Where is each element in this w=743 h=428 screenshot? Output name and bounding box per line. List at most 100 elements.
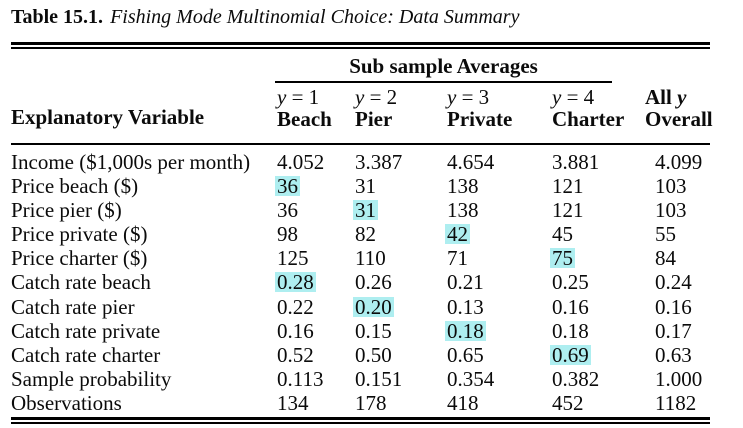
value: 31 [355, 174, 376, 199]
table-row: Observations 134 178 418 452 1182 [11, 391, 710, 415]
value: 0.24 [655, 270, 692, 295]
value-cell: 0.113 [277, 367, 355, 391]
value-cell: 1.000 [655, 367, 710, 391]
row-label: Price pier ($) [11, 198, 122, 223]
value: 71 [447, 246, 468, 271]
value: 0.63 [655, 342, 692, 367]
value-cell: 82 [355, 222, 447, 246]
value: 3.881 [552, 150, 600, 174]
column-header-charter: y = 4 Charter [552, 85, 655, 145]
value-cell: 0.16 [277, 319, 355, 343]
row-label: Sample probability [11, 366, 172, 391]
value: 110 [355, 246, 386, 271]
value-cell: 103 [655, 174, 710, 198]
value-cell: 0.25 [552, 270, 655, 294]
table-title: Table 15.1. Fishing Mode Multinomial Choi… [11, 5, 519, 29]
value: 452 [552, 390, 584, 415]
value: 0.17 [655, 318, 692, 343]
value-cell: 452 [552, 391, 655, 415]
column-header-beach: y = 1 Beach [277, 86, 355, 145]
value-cell: 3.881 [552, 144, 655, 174]
table-row: Catch rate beach 0.28 0.26 0.21 0.25 0.24 [11, 270, 710, 294]
value: 4.099 [655, 150, 703, 174]
column-name: Beach [277, 107, 332, 131]
value-cell: 0.50 [355, 343, 447, 367]
row-label: Catch rate charter [11, 342, 161, 367]
highlighted-value: 0.69 [550, 342, 591, 367]
table-row: Catch rate pier 0.22 0.20 0.13 0.16 0.16 [11, 295, 710, 319]
bottom-double-rule [11, 417, 710, 424]
value-cell: 84 [655, 246, 710, 270]
column-name: Private [447, 107, 513, 131]
value: 103 [655, 174, 687, 199]
value: 0.52 [277, 342, 314, 367]
value: 84 [655, 246, 676, 271]
spanner-header: Sub sample Averages [275, 55, 612, 83]
value: 82 [355, 222, 376, 247]
table-row: Income ($1,000s per month) 4.052 3.387 4.65… [11, 144, 710, 174]
data-table: Explanatory Variable y = 1 Beach y = 2 P… [11, 85, 713, 415]
value: 1182 [655, 390, 697, 415]
value: 45 [552, 222, 573, 247]
value: 418 [447, 390, 479, 415]
value: 3.387 [355, 150, 403, 174]
value: 0.26 [355, 270, 392, 295]
column-math-label: y = 4 [552, 85, 595, 109]
value-cell: 31 [355, 174, 447, 198]
value-cell: 4.654 [447, 144, 552, 174]
value: 0.25 [552, 270, 589, 295]
value: 0.382 [552, 366, 600, 391]
table-row: Price pier ($) 36 31 138 121 103 [11, 198, 710, 222]
column-math-label: All y [645, 85, 687, 109]
column-name: Charter [552, 107, 625, 131]
value: 1.000 [655, 366, 703, 391]
table-figure: Table 15.1. Fishing Mode Multinomial Choi… [11, 0, 713, 428]
top-double-rule [11, 42, 710, 49]
table-row: Price private ($) 98 82 42 45 55 [11, 222, 710, 246]
value: 0.113 [277, 366, 324, 391]
value: 0.16 [655, 294, 692, 319]
value: 0.18 [552, 318, 589, 343]
value: 0.354 [447, 366, 495, 391]
value-cell: 134 [277, 391, 355, 415]
value-cell: 4.099 [655, 144, 710, 174]
row-label: Price charter ($) [11, 246, 148, 271]
value: 36 [277, 198, 298, 223]
value: 0.13 [447, 294, 484, 319]
value: 0.16 [277, 318, 314, 343]
value-cell: 0.16 [655, 295, 710, 319]
value: 0.65 [447, 342, 484, 367]
value-cell: 125 [277, 246, 355, 270]
value: 0.22 [277, 294, 314, 319]
column-header-private: y = 3 Private [447, 86, 552, 145]
value-cell: 0.24 [655, 270, 710, 294]
highlighted-value: 31 [353, 198, 378, 223]
header-row: Explanatory Variable y = 1 Beach y = 2 P… [11, 85, 713, 145]
row-label: Income ($1,000s per month) [11, 150, 251, 174]
value-cell: 121 [552, 174, 655, 198]
value: 55 [655, 222, 676, 247]
table-number: Table 15.1. [11, 6, 104, 28]
value: 0.50 [355, 342, 392, 367]
value-cell: 3.387 [355, 144, 447, 174]
value: 0.16 [552, 294, 589, 319]
value: 4.052 [277, 150, 325, 174]
value-cell: 110 [355, 246, 447, 270]
value-cell: 0.18 [445, 319, 552, 343]
value: 0.151 [355, 366, 403, 391]
row-label: Price beach ($) [11, 174, 139, 199]
highlighted-value: 42 [445, 222, 470, 247]
column-name: Overall [645, 107, 713, 131]
value-cell: 0.20 [353, 294, 447, 319]
value-cell: 36 [277, 198, 355, 222]
highlighted-value: 75 [550, 246, 575, 271]
highlighted-value: 0.20 [353, 294, 394, 319]
row-label: Price private ($) [11, 222, 148, 247]
value: 178 [355, 390, 387, 415]
value-cell: 0.21 [447, 270, 552, 294]
column-header-pier: y = 2 Pier [355, 86, 447, 145]
row-label: Catch rate beach [11, 270, 151, 295]
value-cell: 121 [552, 198, 655, 222]
value-cell: 42 [445, 222, 552, 247]
